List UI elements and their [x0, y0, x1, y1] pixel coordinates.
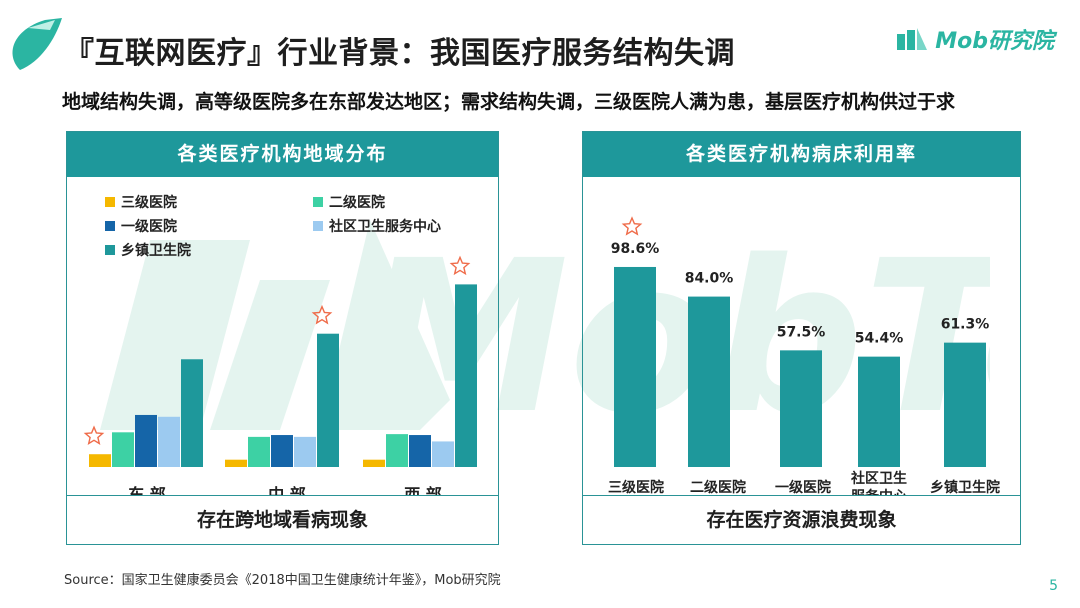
category-label: 西 部: [404, 485, 442, 495]
subtitle: 地域结构失调，高等级医院多在东部发达地区；需求结构失调，三级医院人满为患，基层医…: [62, 91, 956, 113]
category-label: 二级医院: [690, 479, 746, 495]
legend-label: 一级医院: [121, 219, 177, 235]
category-label: 三级医院: [608, 479, 664, 495]
category-label: 中 部: [268, 485, 306, 495]
source-note: Source：国家卫生健康委员会《2018中国卫生健康统计年鉴》，Mob研究院: [64, 573, 501, 588]
category-label: 一级医院: [775, 479, 831, 495]
bar: [858, 356, 900, 467]
data-label: 98.6%: [611, 241, 660, 257]
data-label: 57.5%: [777, 324, 826, 340]
bar: [614, 266, 656, 467]
regional-distribution-chart: 东 部中 部西 部: [83, 255, 477, 495]
bar: [248, 436, 270, 467]
legend-label: 社区卫生服务中心: [329, 219, 441, 235]
legend-swatch: [105, 221, 115, 231]
bar: [225, 459, 247, 467]
bar: [317, 333, 339, 467]
legend-item: 乡镇卫生院: [105, 240, 191, 260]
bar: [688, 296, 730, 467]
star-icon: [311, 304, 333, 325]
bar: [386, 434, 408, 467]
bar: [294, 436, 316, 467]
legend-item: 三级医院: [105, 192, 177, 212]
brand-logo: Mob研究院: [895, 22, 1054, 56]
page-title: 『互联网医疗』行业背景：我国医疗服务结构失调: [64, 36, 735, 71]
bar: [112, 432, 134, 467]
bar: [780, 350, 822, 467]
category-label: 社区卫生: [850, 470, 907, 487]
bar: [363, 459, 385, 467]
right-chart-footer: 存在医疗资源浪费现象: [583, 495, 1020, 544]
bar: [89, 454, 111, 467]
star-icon: [83, 425, 105, 445]
legend-item: 二级医院: [313, 192, 385, 212]
bar: [944, 342, 986, 467]
bar: [409, 435, 431, 467]
legend-swatch: [313, 197, 323, 207]
left-chart-panel: 各类医疗机构地域分布 东 部 中 部 西 部 三级医院 二级医院 一级医院 社区卫生…: [66, 131, 499, 545]
data-label: 54.4%: [855, 331, 904, 347]
legend-label: 三级医院: [121, 195, 177, 211]
right-chart-panel: 各类医疗机构病床利用率 98.6% 三级医院 84.0% 二级医院 57.5% 一级医院 5…: [582, 131, 1021, 545]
legend-item: 一级医院: [105, 216, 177, 236]
bar: [271, 435, 293, 467]
bar: [432, 441, 454, 467]
legend-item: 社区卫生服务中心: [313, 216, 441, 236]
left-chart-footer: 存在跨地域看病现象: [67, 495, 498, 544]
brand-name: Mob研究院: [935, 29, 1054, 54]
legend-label: 乡镇卫生院: [121, 243, 191, 259]
right-chart-title: 各类医疗机构病床利用率: [583, 132, 1020, 177]
mob-logo-icon: [897, 28, 928, 50]
page-number: 5: [1049, 578, 1058, 594]
star-icon: [449, 255, 471, 276]
star-icon: [621, 216, 643, 236]
bar: [455, 284, 477, 467]
corner-leaf-logo: [12, 18, 62, 70]
category-label: 东 部: [128, 485, 166, 495]
bar: [135, 414, 157, 467]
legend-swatch: [105, 197, 115, 207]
legend-swatch: [105, 245, 115, 255]
data-label: 84.0%: [685, 271, 734, 287]
category-label: 乡镇卫生院: [930, 479, 1000, 495]
left-chart-title: 各类医疗机构地域分布: [67, 132, 498, 177]
category-label: 服务中心: [851, 488, 907, 495]
legend-swatch: [313, 221, 323, 231]
bar: [158, 416, 180, 467]
legend-label: 二级医院: [329, 195, 385, 211]
bar: [181, 359, 203, 467]
bed-utilization-chart: 98.6% 三级医院 84.0% 二级医院 57.5% 一级医院 54.4% 社区卫生服务中心…: [608, 216, 1000, 495]
data-label: 61.3%: [941, 317, 990, 333]
